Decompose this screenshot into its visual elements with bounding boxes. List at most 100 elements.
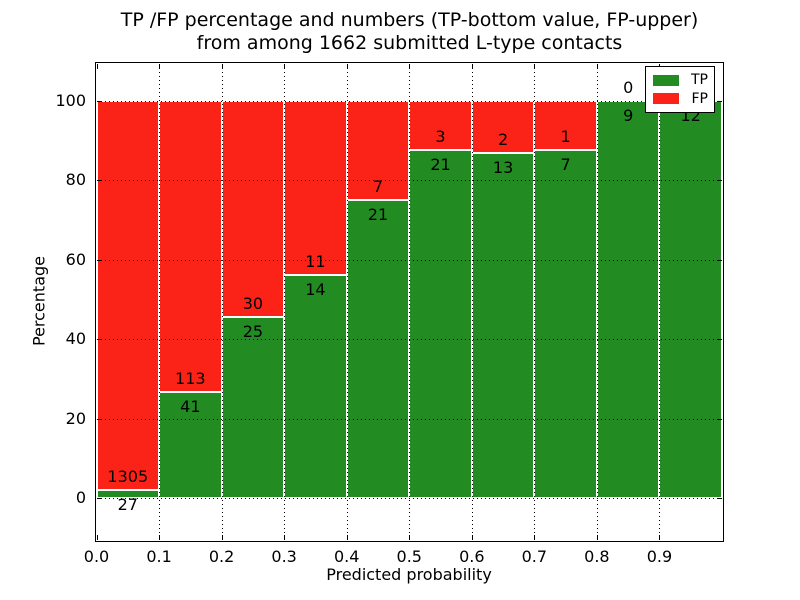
- x-tick-mark-bottom: [346, 535, 348, 540]
- x-tick-mark-bottom: [284, 535, 286, 540]
- bar-segment-tp: [659, 100, 722, 498]
- y-tick-label: 60: [65, 249, 86, 269]
- gridline-vertical: [221, 63, 223, 540]
- x-tick-mark-bottom: [96, 535, 98, 540]
- x-tick-mark-top: [221, 63, 223, 69]
- gridline-horizontal: [96, 498, 722, 499]
- y-tick-mark-left: [96, 339, 102, 340]
- x-tick-mark-top: [346, 63, 348, 69]
- gridline-vertical: [534, 63, 536, 540]
- bar-count-fp: 11: [305, 252, 326, 272]
- gridline-vertical: [659, 63, 661, 540]
- x-axis-label: Predicted probability: [326, 565, 492, 584]
- bar-count-tp: 21: [367, 204, 389, 224]
- y-tick-mark-left: [96, 418, 102, 420]
- y-tick-mark-left: [96, 100, 102, 102]
- bar-count-tp: 7: [560, 155, 571, 175]
- bar-count-fp: 113: [175, 369, 206, 389]
- y-tick-label: 20: [65, 408, 86, 428]
- x-tick-label: 0.0: [83, 547, 110, 566]
- y-tick-mark-right: [717, 180, 722, 181]
- gridline-vertical: [346, 63, 348, 540]
- y-tick-mark-left: [96, 498, 102, 499]
- bar-segment-fp: [159, 100, 222, 393]
- legend-label-fp: FP: [691, 90, 709, 107]
- x-tick-label: 0.3: [271, 547, 297, 566]
- x-tick-mark-bottom: [409, 535, 411, 540]
- x-tick-label: 0.9: [646, 547, 673, 566]
- bar-segment-fp: [96, 100, 160, 490]
- bar-segment-fp: [471, 100, 535, 154]
- y-tick-mark-right: [717, 339, 722, 340]
- x-tick-mark-top: [159, 63, 161, 69]
- bar-count-tp: 14: [305, 280, 326, 300]
- gridline-horizontal: [96, 339, 722, 340]
- legend-item-tp: TP: [653, 73, 708, 87]
- bar-count-fp: 3: [435, 127, 446, 147]
- y-tick-mark-right: [717, 259, 722, 261]
- gridline-vertical: [409, 63, 411, 540]
- chart-title: TP /FP percentage and numbers (TP-bottom…: [97, 9, 722, 55]
- x-tick-mark-bottom: [471, 535, 473, 540]
- x-tick-mark-bottom: [534, 535, 536, 540]
- bar-count-fp: 1305: [107, 466, 149, 486]
- bar-count-tp: 27: [117, 494, 138, 514]
- x-tick-mark-top: [471, 63, 473, 69]
- fp-swatch-icon: [653, 93, 679, 105]
- x-tick-label: 0.7: [521, 547, 548, 566]
- x-tick-label: 0.6: [459, 547, 485, 566]
- bar-segment-tp: [346, 199, 410, 498]
- x-tick-label: 0.4: [333, 547, 360, 566]
- y-tick-label: 100: [55, 90, 86, 110]
- bar-segment-tp: [409, 150, 472, 498]
- gridline-horizontal: [96, 180, 722, 181]
- y-tick-mark-right: [717, 100, 722, 102]
- gridline-vertical: [159, 63, 161, 540]
- gridline-horizontal: [96, 418, 722, 420]
- bar-segment-tp: [221, 317, 285, 498]
- x-tick-label: 0.1: [146, 547, 172, 566]
- bar-segment-fp: [284, 100, 347, 276]
- bar-count-tp: 41: [180, 397, 201, 417]
- tp-swatch-icon: [653, 74, 679, 86]
- bar-segment-tp: [596, 100, 660, 498]
- x-tick-mark-top: [284, 63, 286, 69]
- x-tick-label: 0.2: [208, 547, 235, 566]
- gridline-horizontal: [96, 100, 722, 102]
- bar-segment-fp: [409, 100, 472, 151]
- bar-count-tp: 13: [492, 158, 514, 178]
- x-tick-label: 0.8: [584, 547, 610, 566]
- bar-segment-tp: [284, 275, 347, 498]
- bar-count-tp: 9: [623, 105, 634, 125]
- gridline-vertical: [596, 63, 598, 540]
- bar-count-tp: 21: [430, 155, 451, 175]
- bar-segment-fp: [346, 100, 410, 200]
- y-tick-mark-left: [96, 259, 102, 261]
- y-tick-label: 40: [65, 329, 86, 348]
- legend: TP FP: [645, 66, 715, 113]
- x-tick-mark-top: [96, 63, 98, 69]
- bar-count-fp: 7: [372, 176, 384, 196]
- bar-count-fp: 2: [497, 130, 509, 150]
- x-tick-mark-bottom: [159, 535, 161, 540]
- x-tick-mark-bottom: [659, 535, 661, 540]
- chart-title-line1: TP /FP percentage and numbers (TP-bottom…: [120, 9, 699, 31]
- x-tick-label: 0.5: [396, 547, 422, 566]
- x-tick-mark-bottom: [221, 535, 223, 540]
- bar-segment-tp: [534, 150, 597, 498]
- y-tick-mark-right: [717, 418, 722, 420]
- x-tick-mark-bottom: [596, 535, 598, 540]
- x-tick-mark-top: [409, 63, 411, 69]
- bar-count-fp: 0: [623, 77, 634, 97]
- chart-title-line2: from among 1662 submitted L-type contact…: [196, 32, 623, 54]
- bar-segment-fp: [221, 100, 285, 318]
- x-tick-mark-top: [596, 63, 598, 69]
- y-tick-mark-right: [717, 498, 722, 499]
- bar-count-fp: 30: [242, 294, 264, 314]
- gridline-vertical: [471, 63, 473, 540]
- gridline-vertical: [284, 63, 286, 540]
- y-tick-mark-left: [96, 180, 102, 181]
- legend-label-tp: TP: [691, 72, 708, 89]
- gridline-horizontal: [96, 259, 722, 261]
